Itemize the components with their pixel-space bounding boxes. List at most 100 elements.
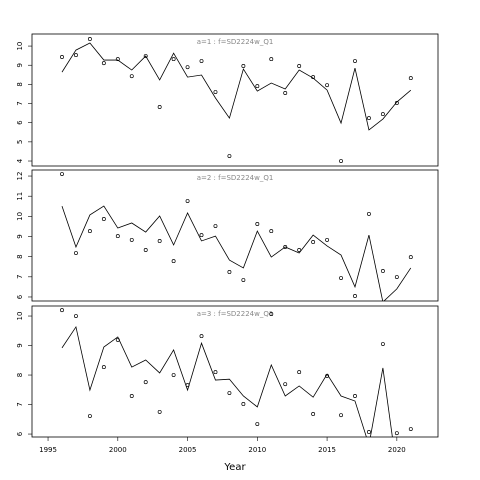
data-point <box>353 394 357 398</box>
y-tick-label: 10 <box>16 42 24 51</box>
x-tick-label: 2000 <box>109 446 127 454</box>
data-point <box>311 412 316 416</box>
x-tick-label: 2020 <box>388 446 406 454</box>
data-point <box>380 112 385 117</box>
data-point <box>129 74 134 79</box>
data-point <box>269 57 274 62</box>
data-point <box>73 53 78 58</box>
data-point <box>171 259 176 264</box>
y-tick-label: 9 <box>16 343 24 347</box>
data-point <box>213 370 218 375</box>
panel-frame <box>31 169 439 302</box>
plot-area <box>60 37 413 163</box>
y-tick-label: 8 <box>16 254 24 258</box>
data-point <box>325 237 330 242</box>
data-point <box>60 55 64 59</box>
data-point <box>311 239 316 244</box>
fitted-line <box>61 325 393 437</box>
data-point <box>339 413 343 418</box>
data-point <box>129 237 134 242</box>
data-point <box>87 229 92 234</box>
data-point <box>353 59 357 63</box>
data-point <box>115 57 120 62</box>
y-tick-label: 12 <box>16 172 24 181</box>
data-point <box>185 199 190 203</box>
data-point <box>339 276 343 280</box>
data-point <box>227 270 232 274</box>
data-point <box>366 211 371 216</box>
data-point <box>339 159 343 163</box>
data-point <box>143 248 148 252</box>
data-point <box>241 278 246 282</box>
y-tick-label: 6 <box>16 120 24 125</box>
y-tick-label: 10 <box>16 212 24 221</box>
data-point <box>394 431 399 436</box>
x-tick-label: 2010 <box>248 446 266 454</box>
data-point <box>297 64 302 68</box>
data-point <box>283 91 288 95</box>
data-point <box>394 101 399 105</box>
data-point <box>283 382 288 387</box>
data-point <box>380 269 385 273</box>
data-point <box>213 224 218 228</box>
data-point <box>101 365 106 370</box>
y-tick-label: 10 <box>16 312 24 321</box>
y-tick-label: 9 <box>16 63 24 67</box>
data-point <box>241 64 246 68</box>
data-point <box>227 391 232 395</box>
data-point <box>380 342 385 347</box>
data-point <box>366 116 371 121</box>
y-tick-label: 4 <box>16 158 24 163</box>
data-point <box>101 61 106 66</box>
data-point <box>199 233 204 238</box>
data-point <box>269 312 274 316</box>
plot-area <box>60 172 413 301</box>
panel-title: a=1 : f=SD2224w_Q1 <box>197 38 274 46</box>
panel-title: a=2 : f=SD2224w_Q1 <box>197 174 274 182</box>
data-point <box>325 83 330 88</box>
data-point <box>87 37 92 41</box>
data-point <box>129 394 134 398</box>
data-point <box>255 222 260 226</box>
data-point <box>269 229 274 234</box>
panel-frame <box>31 305 439 438</box>
data-point <box>353 294 357 298</box>
data-point <box>185 65 190 70</box>
y-tick-label: 6 <box>16 294 24 299</box>
y-tick-label: 7 <box>16 101 24 105</box>
data-point <box>283 245 288 249</box>
data-point <box>157 238 162 243</box>
y-tick-label: 11 <box>16 192 24 201</box>
data-point <box>297 370 302 375</box>
data-point <box>297 248 302 252</box>
data-point <box>199 334 204 339</box>
data-point <box>241 402 246 406</box>
data-point <box>143 380 148 385</box>
plot-area <box>60 308 413 437</box>
data-point <box>171 373 176 377</box>
data-point <box>143 54 148 58</box>
data-point <box>87 414 92 419</box>
data-point <box>60 172 64 176</box>
y-tick-label: 6 <box>16 431 24 436</box>
data-point <box>157 409 162 414</box>
fitted-line <box>61 205 412 301</box>
data-point <box>255 84 260 89</box>
data-point <box>227 154 232 158</box>
data-point <box>101 217 106 221</box>
data-point <box>171 57 176 62</box>
data-point <box>366 430 371 434</box>
data-point <box>199 59 204 63</box>
data-point <box>408 427 413 431</box>
y-tick-label: 8 <box>16 82 24 86</box>
data-point <box>115 234 120 239</box>
panel-frame <box>31 33 439 167</box>
x-tick-label: 1995 <box>39 446 57 454</box>
y-tick-label: 8 <box>16 373 24 377</box>
data-point <box>73 314 78 318</box>
x-axis-label: Year <box>223 462 246 473</box>
panel-title: a=3 : f=SD2224w_Q1 <box>197 310 274 318</box>
data-point <box>255 422 260 426</box>
